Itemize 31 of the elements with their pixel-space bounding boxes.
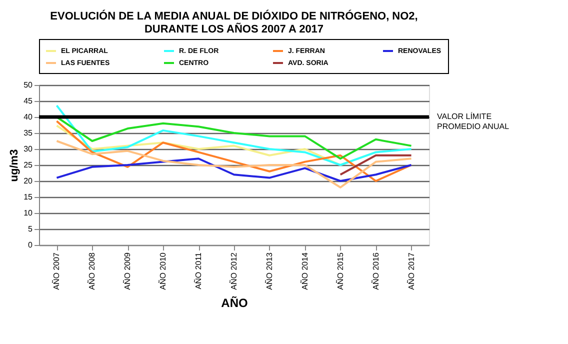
y-tick-label: 20 [24, 176, 34, 186]
y-axis-title: ug/m3 [8, 149, 21, 182]
x-tick-label: AÑO 2009 [122, 252, 132, 290]
line-series [56, 158, 412, 182]
y-tick-label: 45 [24, 96, 34, 106]
y-tick-label: 30 [24, 144, 34, 154]
x-tick-label: AÑO 2007 [51, 252, 62, 290]
x-tick-label: AÑO 2008 [86, 252, 97, 290]
y-tick-label: 50 [24, 80, 34, 90]
line-series [56, 120, 412, 182]
line-series [56, 140, 412, 188]
x-tick-label: AÑO 2011 [193, 252, 204, 290]
x-tick-label: AÑO 2014 [299, 252, 310, 290]
line-series [56, 116, 412, 160]
x-tick-label: AÑO 2015 [334, 252, 345, 290]
line-series [56, 104, 412, 166]
y-tick-label: 15 [24, 192, 34, 202]
x-tick-label: AÑO 2010 [158, 252, 168, 290]
y-tick-label: 10 [24, 208, 34, 218]
x-tick-label: AÑO 2013 [264, 252, 274, 290]
y-tick-label: 35 [24, 128, 34, 138]
x-axis-title: AÑO [221, 296, 248, 310]
chart-title: EVOLUCIÓN DE LA MEDIA ANUAL DE DIÓXIDO DE NITRÓGENO, NO2, DURANTE LOS AÑOS 2007 A 2017 [50, 10, 418, 36]
y-tick-label: 0 [28, 240, 34, 250]
x-tick-label: AÑO 2017 [406, 252, 416, 290]
y-tick-label: 5 [28, 224, 34, 234]
x-tick-label: AÑO 2012 [228, 252, 238, 290]
ref-line-label: VALOR LÍMITE PROMEDIO ANUAL [437, 112, 510, 131]
y-tick-label: 40 [24, 112, 34, 122]
x-tick-label: AÑO 2016 [370, 252, 380, 290]
y-tick-label: 25 [24, 160, 34, 170]
